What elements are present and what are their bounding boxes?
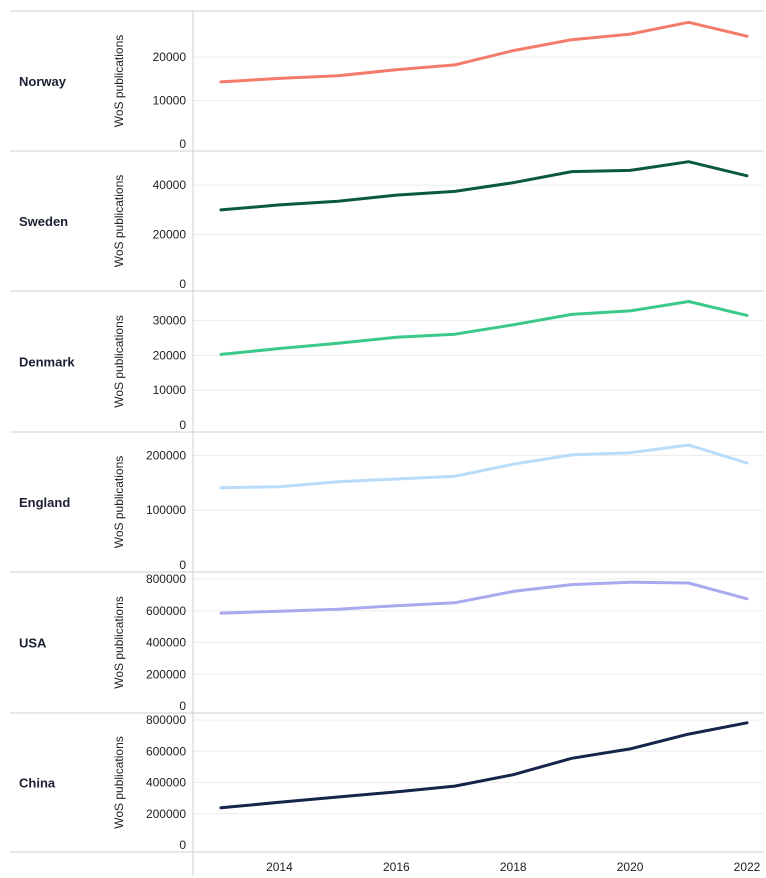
y-axis-title: WoS publications: [112, 596, 126, 689]
y-axis-title: WoS publications: [112, 315, 126, 408]
x-tick-label: 2020: [617, 860, 644, 874]
panel-sweden: Sweden WoS publications 0 20000 40000: [10, 150, 764, 291]
panel-denmark: Denmark WoS publications 0 10000 20000 30000: [10, 290, 764, 432]
y-tick-label: 30000: [153, 314, 187, 328]
series-line-norway: [219, 20, 749, 84]
y-tick-label: 0: [179, 277, 186, 291]
y-tick-label: 600000: [146, 604, 186, 618]
y-axis-title: WoS publications: [112, 35, 126, 128]
y-tick-label: 800000: [146, 713, 186, 727]
x-axis: 2014 2016 2018 2020 2022: [10, 851, 764, 876]
y-tick-label: 10000: [153, 383, 187, 397]
series-line-usa: [219, 580, 749, 615]
y-tick-label: 0: [179, 558, 186, 572]
series-line-england: [219, 443, 749, 490]
panel-england: England WoS publications 0 100000 200000: [10, 431, 764, 572]
y-tick-label: 20000: [153, 50, 187, 64]
y-tick-label: 20000: [153, 228, 187, 242]
row-label-sweden: Sweden: [19, 214, 68, 229]
y-tick-label: 400000: [146, 776, 186, 790]
y-tick-label: 20000: [153, 348, 187, 362]
y-axis-title: WoS publications: [112, 456, 126, 549]
y-tick-label: 0: [179, 418, 186, 432]
series-line-denmark: [219, 300, 749, 356]
y-axis-title: WoS publications: [112, 736, 126, 829]
row-label-china: China: [19, 776, 56, 791]
y-tick-label: 800000: [146, 572, 186, 586]
row-label-norway: Norway: [19, 74, 67, 89]
y-tick-label: 10000: [153, 94, 187, 108]
row-label-usa: USA: [19, 636, 47, 651]
panel-china: China WoS publications 0 200000 400000 600000…: [10, 712, 764, 852]
series-line-china: [219, 721, 749, 810]
y-tick-label: 200000: [146, 667, 186, 681]
y-tick-label: 200000: [146, 448, 186, 462]
series-line-sweden: [219, 160, 749, 212]
y-tick-label: 200000: [146, 807, 186, 821]
x-tick-label: 2016: [383, 860, 410, 874]
y-tick-label: 0: [179, 699, 186, 713]
panel-usa: USA WoS publications 0 200000 400000 600000 80…: [10, 571, 764, 713]
y-tick-label: 0: [179, 137, 186, 151]
y-tick-label: 100000: [146, 503, 186, 517]
y-tick-label: 0: [179, 838, 186, 852]
panel-norway: Norway WoS publications 0 10000 20000: [10, 10, 764, 151]
y-tick-label: 600000: [146, 744, 186, 758]
chart-panels: Norway WoS publications 0 10000 20000 Sweden W…: [10, 10, 764, 852]
y-axis-title: WoS publications: [112, 175, 126, 268]
x-tick-label: 2022: [734, 860, 761, 874]
y-tick-label: 400000: [146, 636, 186, 650]
row-label-england: England: [19, 495, 70, 510]
y-tick-label: 40000: [153, 178, 187, 192]
x-tick-label: 2014: [266, 860, 293, 874]
x-tick-label: 2018: [500, 860, 527, 874]
row-label-denmark: Denmark: [19, 355, 75, 370]
